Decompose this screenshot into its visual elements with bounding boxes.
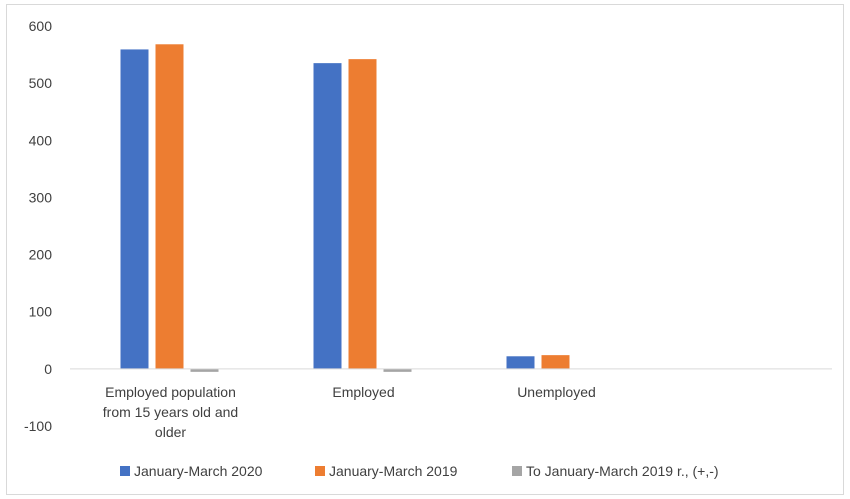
bar-3-1	[190, 368, 219, 372]
y-tick-label: 300	[29, 189, 53, 205]
category-label: Employed population	[105, 384, 236, 400]
legend-swatch	[315, 466, 325, 476]
y-tick-label: 600	[29, 18, 53, 34]
legend-swatch	[512, 466, 522, 476]
legend-label: January-March 2019	[329, 463, 458, 479]
bar-2-1	[155, 44, 184, 369]
legend-label: To January-March 2019 r., (+,-)	[526, 463, 719, 479]
y-tick-label: 400	[29, 132, 53, 148]
legend: January-March 2020 January-March 2019 To J…	[120, 463, 719, 479]
bar-2-3	[541, 355, 570, 369]
category-labels: Employed population from 15 years old and…	[103, 384, 596, 440]
bar-1-1	[120, 49, 149, 369]
category-label: Employed	[332, 384, 394, 400]
y-tick-label: 200	[29, 247, 53, 263]
bar-1-2	[313, 63, 342, 369]
legend-label: January-March 2020	[134, 463, 263, 479]
y-axis: 600 500 400 300 200 100 0 -100	[24, 18, 52, 434]
bar-2-2	[348, 59, 377, 369]
y-tick-label: -100	[24, 418, 52, 434]
y-tick-label: 0	[44, 361, 52, 377]
category-label: from 15 years old and	[103, 404, 238, 420]
y-tick-label: 100	[29, 304, 53, 320]
category-label: older	[155, 424, 186, 440]
y-tick-label: 500	[29, 75, 53, 91]
bar-3-2	[383, 368, 412, 372]
bar-1-3	[506, 356, 535, 369]
bars	[120, 44, 570, 372]
legend-swatch	[120, 466, 130, 476]
category-label: Unemployed	[517, 384, 596, 400]
